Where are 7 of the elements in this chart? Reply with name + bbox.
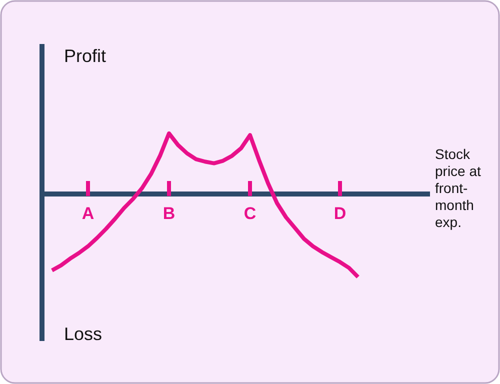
text: Profit: [64, 46, 106, 66]
x-tick-label: D: [334, 204, 346, 223]
x-tick-label: C: [244, 204, 256, 223]
text: Stock price at front-month exp.: [435, 146, 482, 230]
text: Loss: [64, 324, 102, 344]
x-tick-label: A: [82, 204, 94, 223]
x-tick-label: B: [162, 204, 176, 223]
